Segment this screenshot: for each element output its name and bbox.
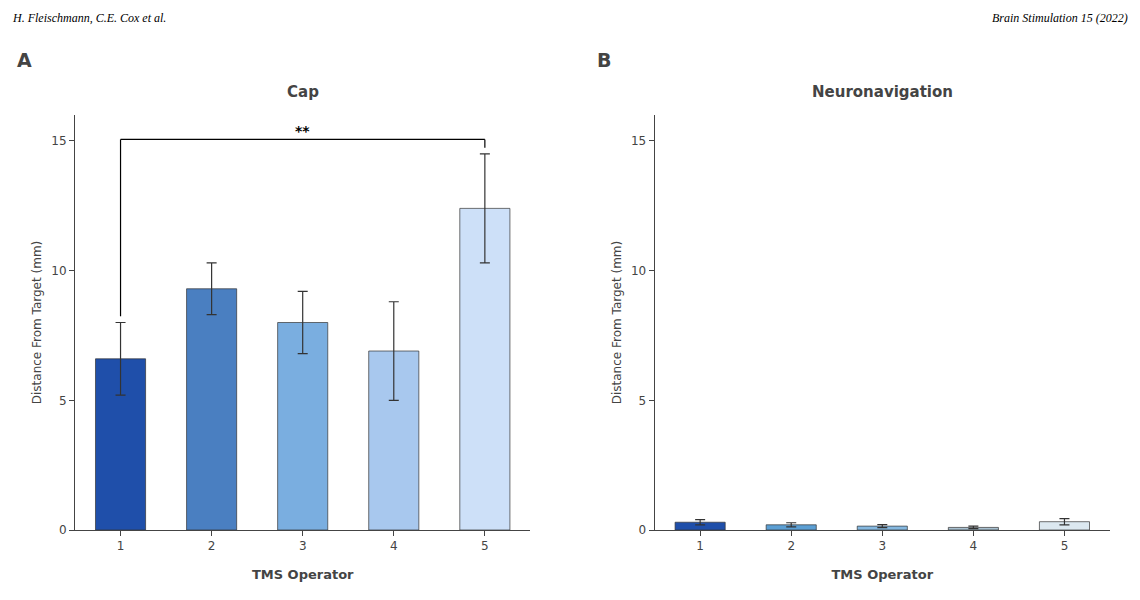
svg-text:0: 0 — [59, 523, 67, 537]
svg-text:1: 1 — [117, 539, 125, 553]
svg-text:2: 2 — [208, 539, 216, 553]
svg-text:Distance From Target (mm): Distance From Target (mm) — [30, 241, 44, 405]
svg-text:B: B — [597, 49, 611, 71]
svg-text:Distance From Target (mm): Distance From Target (mm) — [610, 241, 624, 405]
svg-text:5: 5 — [481, 539, 489, 553]
svg-text:Neuronavigation: Neuronavigation — [812, 83, 953, 101]
svg-text:15: 15 — [51, 134, 66, 148]
svg-text:TMS Operator: TMS Operator — [252, 567, 354, 582]
svg-text:H. Fleischmann, C.E. Cox et al: H. Fleischmann, C.E. Cox et al. — [12, 11, 166, 25]
svg-text:3: 3 — [299, 539, 307, 553]
svg-text:TMS Operator: TMS Operator — [831, 567, 933, 582]
svg-text:15: 15 — [631, 134, 646, 148]
svg-text:10: 10 — [631, 264, 646, 278]
svg-text:5: 5 — [639, 394, 647, 408]
svg-text:Brain Stimulation 15 (2022): Brain Stimulation 15 (2022) — [992, 11, 1128, 25]
svg-text:2: 2 — [787, 539, 795, 553]
svg-text:5: 5 — [59, 394, 67, 408]
svg-text:Cap: Cap — [287, 83, 319, 101]
svg-text:5: 5 — [1061, 539, 1069, 553]
svg-text:1: 1 — [696, 539, 704, 553]
svg-text:0: 0 — [639, 523, 647, 537]
svg-text:A: A — [17, 49, 32, 71]
svg-text:**: ** — [295, 123, 310, 139]
svg-text:3: 3 — [878, 539, 886, 553]
svg-text:10: 10 — [51, 264, 66, 278]
svg-text:4: 4 — [390, 539, 398, 553]
svg-text:4: 4 — [970, 539, 978, 553]
